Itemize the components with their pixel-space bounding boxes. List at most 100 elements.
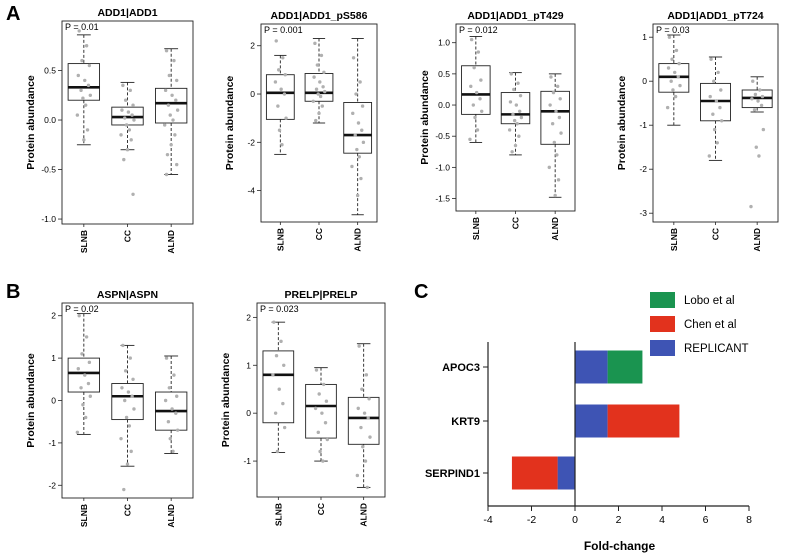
data-point (277, 387, 281, 391)
data-point (312, 75, 316, 79)
box (304, 73, 334, 102)
y-tick-label: -2 (247, 137, 255, 147)
data-point (324, 399, 329, 403)
data-point (272, 320, 276, 324)
x-tick-label: CC (123, 230, 133, 242)
category-label: SERPIND1 (425, 468, 480, 480)
data-point (121, 343, 125, 348)
data-point (358, 80, 362, 84)
data-point (81, 96, 85, 100)
box (540, 90, 570, 145)
data-point (361, 445, 365, 449)
data-point (131, 192, 135, 196)
data-point (123, 116, 127, 120)
data-point (282, 425, 287, 430)
box (343, 102, 373, 154)
data-point (476, 50, 481, 54)
data-point (85, 128, 90, 132)
data-point (759, 103, 764, 108)
data-point (507, 128, 512, 132)
data-point (367, 397, 371, 401)
data-point (317, 111, 321, 116)
legend-label: Lobo et al (684, 295, 735, 307)
data-point (130, 394, 134, 398)
data-point (83, 373, 87, 377)
data-point (350, 164, 354, 169)
data-point (360, 104, 365, 108)
data-point (273, 80, 278, 84)
x-tick-label: CC (711, 228, 721, 240)
data-point (123, 369, 128, 373)
data-point (357, 344, 361, 348)
data-point (671, 88, 675, 92)
data-point (712, 127, 717, 132)
legend-swatch (650, 292, 675, 308)
data-point (318, 449, 322, 454)
data-point (360, 387, 364, 391)
data-point (127, 128, 132, 132)
data-point (314, 87, 319, 91)
box (500, 92, 531, 125)
data-point (80, 352, 84, 356)
data-point (283, 73, 287, 77)
data-point (709, 57, 713, 61)
bar-segment (511, 456, 558, 490)
data-point (274, 39, 278, 43)
y-tick-label: 0.0 (438, 100, 450, 110)
data-point (164, 49, 169, 53)
data-point (517, 134, 521, 138)
bar-chart: APOC3 KRT9 SERPIND1 -4 -2 0 2 4 6 8 Fold-change Lob… (425, 292, 752, 553)
data-point (119, 436, 123, 441)
data-point (678, 83, 682, 88)
box (305, 383, 337, 439)
data-point (547, 165, 551, 170)
panel-letter-b: B (6, 281, 20, 303)
data-point (175, 162, 179, 167)
legend-swatch (650, 340, 675, 356)
data-point (83, 103, 88, 107)
data-point (86, 381, 91, 386)
y-tick-label: 0 (642, 76, 647, 86)
data-point (355, 147, 359, 152)
legend-label: REPLICANT (684, 343, 749, 355)
data-point (518, 109, 522, 113)
plot-frame (256, 302, 386, 498)
data-point (86, 83, 91, 88)
data-point (167, 73, 172, 78)
box (67, 63, 101, 101)
data-point (757, 154, 761, 158)
data-point (129, 138, 133, 142)
y-tick-label: -1 (243, 456, 251, 466)
data-point (280, 143, 284, 147)
data-point (162, 123, 167, 127)
data-point (77, 29, 81, 33)
data-point (277, 128, 282, 132)
data-point (475, 128, 480, 132)
y-tick-label: -0.5 (41, 165, 56, 175)
data-point (555, 153, 559, 157)
plot-frame (61, 302, 194, 499)
data-point (282, 363, 286, 367)
legend-label: Chen et al (684, 319, 736, 331)
x-tick-label: SLNB (79, 504, 89, 527)
data-point (170, 407, 174, 411)
data-point (276, 68, 281, 72)
data-point (84, 335, 89, 339)
data-point (76, 367, 80, 371)
data-point (121, 83, 125, 88)
p-value: P = 0.001 (264, 25, 303, 35)
data-point (88, 394, 93, 398)
data-point (719, 88, 723, 92)
bar-segment (575, 350, 608, 384)
data-point (122, 157, 126, 162)
x-tick-label: 2 (616, 514, 622, 526)
x-tick-label: CC (314, 228, 324, 240)
data-point (363, 459, 368, 463)
plot-title: ADD1|ADD1_pT429 (467, 10, 563, 22)
data-point (718, 105, 722, 110)
x-tick-label: ALND (752, 228, 762, 252)
data-point (127, 424, 132, 428)
data-point (360, 128, 364, 132)
data-point (174, 98, 178, 102)
data-point (468, 137, 472, 142)
